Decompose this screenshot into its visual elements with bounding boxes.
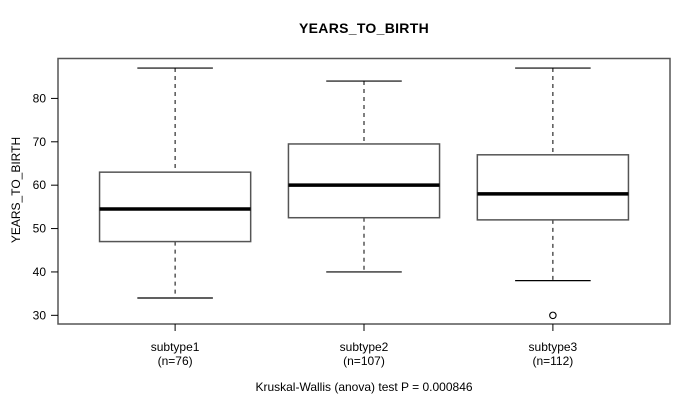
stat-test-caption: Kruskal-Wallis (anova) test P = 0.000846 xyxy=(255,380,473,394)
group-sublabel: (n=107) xyxy=(343,354,385,368)
y-tick-label: 30 xyxy=(33,308,47,322)
y-tick-label: 60 xyxy=(33,178,47,192)
box xyxy=(476,154,630,221)
y-tick-label: 70 xyxy=(33,135,47,149)
group-label: subtype3 xyxy=(529,340,578,354)
y-tick-label: 50 xyxy=(33,222,47,236)
group-sublabel: (n=76) xyxy=(158,354,193,368)
chart-title: YEARS_TO_BIRTH xyxy=(299,20,429,36)
y-tick-label: 40 xyxy=(33,265,47,279)
outlier-point xyxy=(549,311,557,320)
group-label: subtype2 xyxy=(340,340,389,354)
group-sublabel: (n=112) xyxy=(532,354,573,368)
box xyxy=(98,171,252,243)
box xyxy=(287,143,441,219)
group-label: subtype1 xyxy=(151,340,200,354)
y-tick-label: 80 xyxy=(33,91,47,105)
